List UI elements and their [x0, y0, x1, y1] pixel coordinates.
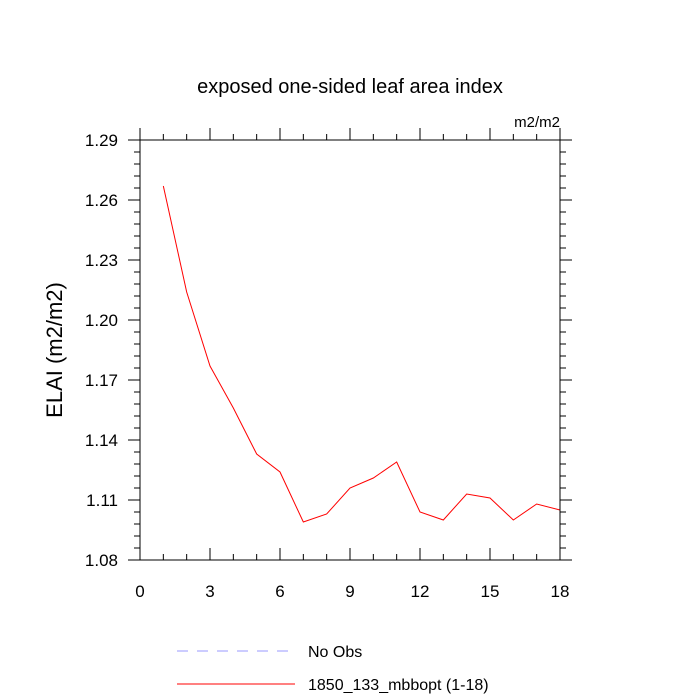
- x-tick-label: 0: [135, 582, 144, 601]
- series-line-model: [162, 185, 561, 523]
- y-tick-label: 1.29: [85, 131, 118, 150]
- x-tick-label: 3: [205, 582, 214, 601]
- y-tick-label: 1.20: [85, 311, 118, 330]
- y-axis-label: ELAI (m2/m2): [42, 282, 67, 418]
- y-tick-label: 1.14: [85, 431, 118, 450]
- tick-labels: 0 3 6 9 12 15 18 1.08 1.11 1.14 1.17 1.20 1.23 1.26 1.…: [85, 131, 570, 601]
- units-label: m2/m2: [514, 114, 560, 131]
- x-tick-label: 15: [481, 582, 500, 601]
- y-tick-label: 1.17: [85, 371, 118, 390]
- y-tick-label: 1.26: [85, 191, 118, 210]
- x-tick-label: 6: [275, 582, 284, 601]
- axis-ticks: [128, 128, 572, 561]
- legend-label-no-obs: No Obs: [308, 644, 362, 661]
- y-tick-label: 1.08: [85, 551, 118, 570]
- plot-frame: [139, 139, 561, 561]
- x-tick-label: 18: [551, 582, 570, 601]
- legend-label-model: 1850_133_mbbopt (1-18): [308, 677, 489, 694]
- chart-title: exposed one-sided leaf area index: [197, 76, 503, 98]
- x-tick-label: 9: [345, 582, 354, 601]
- legend: No Obs 1850_133_mbbopt (1-18): [177, 644, 489, 694]
- y-tick-label: 1.11: [86, 491, 118, 510]
- y-tick-label: 1.23: [85, 251, 118, 270]
- series-layer: [162, 185, 561, 523]
- x-tick-label: 12: [411, 582, 430, 601]
